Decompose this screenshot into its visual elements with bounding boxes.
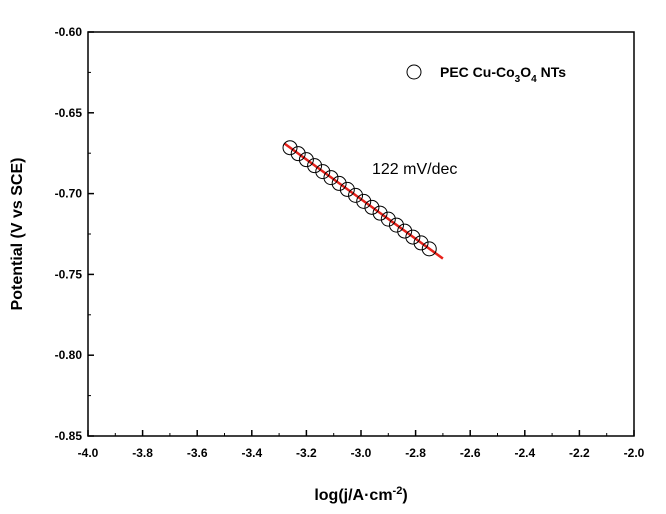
- y-tick-label: -0.65: [55, 106, 83, 120]
- y-tick-label: -0.70: [55, 187, 83, 201]
- x-tick-label: -4.0: [78, 446, 99, 460]
- data-point: [339, 181, 355, 197]
- data-point: [290, 146, 306, 162]
- y-tick-label: -0.85: [55, 429, 83, 443]
- legend-part: O: [520, 64, 531, 80]
- data-point: [282, 140, 298, 156]
- data-point: [388, 217, 404, 233]
- y-tick-label: -0.75: [55, 267, 83, 281]
- legend-subscript: 3: [515, 74, 521, 85]
- data-point: [380, 211, 396, 227]
- data-point: [372, 205, 388, 221]
- x-tick-label: -2.6: [460, 446, 481, 460]
- x-tick-label: -2.4: [514, 446, 535, 460]
- data-point: [348, 187, 364, 203]
- data-point: [331, 175, 347, 191]
- x-tick-label: -2.8: [405, 446, 426, 460]
- data-point: [315, 164, 331, 180]
- x-tick-label: -3.2: [296, 446, 317, 460]
- legend-label: PEC Cu-Co3O4 NTs: [440, 64, 566, 85]
- x-tick-label: -3.8: [132, 446, 153, 460]
- x-tick-label: -3.0: [351, 446, 372, 460]
- y-axis-title: Potential (V vs SCE): [9, 158, 26, 311]
- legend-marker: [406, 64, 422, 80]
- data-point: [364, 199, 380, 215]
- data-point: [323, 170, 339, 186]
- data-point: [405, 229, 421, 245]
- data-point: [356, 193, 372, 209]
- plot-frame: [87, 31, 635, 437]
- annotation-slope: 122 mV/dec: [372, 161, 457, 178]
- y-axis-ticks: -0.60 -0.65 -0.70 -0.75 -0.80 -0.85: [55, 25, 94, 443]
- x-tick-label: -2.2: [569, 446, 590, 460]
- x-axis-ticks: -4.0 -3.8 -3.6 -3.4 -3.2 -3.0 -2.8 -2.6 -2.4 -2.2…: [78, 430, 645, 460]
- legend-part: PEC Cu-Co: [440, 64, 515, 80]
- legend-subscript: 4: [531, 74, 537, 85]
- x-title-main: log(j/A·cm: [314, 487, 392, 504]
- x-axis-title: log(j/A·cm-2): [314, 485, 407, 504]
- x-title-end: ): [402, 487, 407, 504]
- y-tick-label: -0.60: [55, 25, 83, 39]
- legend-part: NTs: [537, 64, 567, 80]
- x-tick-label: -3.6: [187, 446, 208, 460]
- data-point: [397, 223, 413, 239]
- data-point: [413, 235, 429, 251]
- data-point: [307, 158, 323, 174]
- y-tick-label: -0.80: [55, 348, 83, 362]
- data-point: [298, 152, 314, 168]
- fit-line-group: [283, 142, 444, 260]
- fit-line: [283, 142, 444, 260]
- x-tick-label: -2.0: [624, 446, 645, 460]
- data-point: [421, 241, 437, 257]
- data-points: [282, 140, 437, 257]
- x-title-superscript: -2: [393, 485, 403, 497]
- x-tick-label: -3.4: [241, 446, 262, 460]
